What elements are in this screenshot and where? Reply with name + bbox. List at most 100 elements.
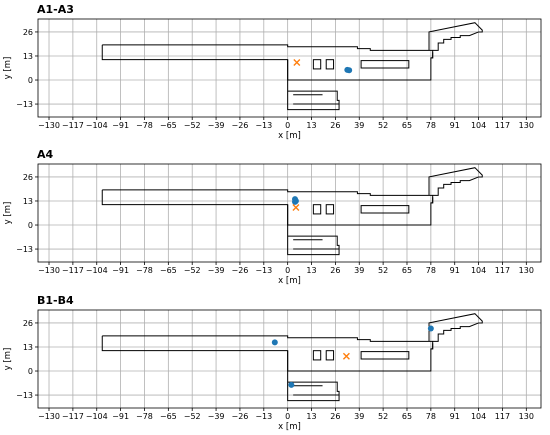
x-tick-label: −13: [255, 121, 272, 130]
axes-frame: [37, 163, 542, 263]
x-tick-label: −26: [231, 121, 248, 130]
x-tick-label: 13: [306, 266, 316, 275]
estimate-point: [427, 325, 434, 332]
wall-line: [430, 343, 434, 350]
subplot-3: B1-B4−130 −117 −104 −91 −78 −65 −52 −39 −26 −13 0 1…: [3, 294, 542, 432]
x-tick-label: 78: [426, 266, 436, 275]
y-tick-label: 26: [23, 319, 33, 328]
subplot-1: A1-A3−130 −117 −104 −91 −78 −65 −52 −39 −26 −13 0 1…: [3, 3, 542, 141]
x-tick-label: 52: [378, 121, 388, 130]
axes-frame: [37, 18, 542, 118]
x-tick-label: 0: [285, 121, 290, 130]
estimate-point: [292, 198, 299, 205]
x-axis-label: x [m]: [278, 131, 301, 141]
true-position-marker: [342, 352, 350, 360]
x-tick-label: 78: [426, 412, 436, 421]
x-tick-label: 52: [378, 412, 388, 421]
wall-line: [102, 44, 434, 81]
room-rect: [360, 60, 410, 69]
x-tick-label: 117: [495, 412, 510, 421]
wall-line: [101, 44, 340, 111]
room-rect: [325, 59, 335, 70]
room-rect: [325, 204, 335, 215]
y-tick-label: −13: [16, 100, 33, 109]
room-rect: [360, 205, 410, 214]
x-tick-label: 39: [354, 412, 364, 421]
x-tick-label: 78: [426, 121, 436, 130]
wall-line: [101, 189, 340, 256]
gridlines: [38, 310, 541, 408]
estimate-point: [288, 381, 295, 388]
subplot-2: A4−130 −117 −104 −91 −78 −65 −52 −39 −26 −13 0 13 26…: [3, 148, 542, 286]
x-tick-label: 65: [402, 412, 412, 421]
x-tick-label: 52: [378, 266, 388, 275]
wall-line: [101, 335, 340, 402]
x-tick-label: 26: [330, 412, 340, 421]
x-tick-label: −65: [160, 121, 177, 130]
y-tick-label: −13: [16, 391, 33, 400]
x-tick-label: −78: [136, 266, 153, 275]
floorplan-outline: [101, 22, 483, 111]
x-tick-label: −39: [208, 412, 225, 421]
room-rect: [325, 350, 335, 361]
x-tick-label: −52: [184, 266, 201, 275]
x-tick-label: 39: [354, 121, 364, 130]
x-tick-label: 0: [285, 412, 290, 421]
x-tick-label: −13: [255, 412, 272, 421]
x-tick-label: 13: [306, 412, 316, 421]
x-tick-label: 39: [354, 266, 364, 275]
x-tick-label: 104: [471, 266, 486, 275]
y-tick-label: 0: [28, 367, 33, 376]
x-tick-label: −39: [208, 121, 225, 130]
x-tick-label: −117: [62, 412, 84, 421]
x-tick-label: 117: [495, 121, 510, 130]
subplot-title: A4: [37, 148, 54, 161]
floorplan-outline: [101, 167, 483, 256]
x-tick-label: −78: [136, 121, 153, 130]
x-tick-label: 104: [471, 412, 486, 421]
x-tick-label: −130: [38, 412, 60, 421]
room-rect: [312, 59, 322, 70]
x-tick-label: 104: [471, 121, 486, 130]
x-tick-label: 91: [450, 266, 460, 275]
x-tick-label: −91: [112, 121, 129, 130]
x-tick-label: −65: [160, 412, 177, 421]
x-tick-label: −130: [38, 121, 60, 130]
x-tick-label: −104: [86, 121, 108, 130]
x-axis-label: x [m]: [278, 422, 301, 432]
x-tick-label: −104: [86, 412, 108, 421]
x-tick-label: 26: [330, 121, 340, 130]
x-tick-label: 130: [519, 121, 534, 130]
x-axis-label: x [m]: [278, 276, 301, 286]
x-tick-label: 65: [402, 121, 412, 130]
x-tick-label: −26: [231, 412, 248, 421]
x-tick-label: −104: [86, 266, 108, 275]
y-tick-label: 0: [28, 221, 33, 230]
wall-line: [430, 197, 434, 204]
x-tick-label: −130: [38, 266, 60, 275]
x-tick-label: 26: [330, 266, 340, 275]
x-tick-label: −52: [184, 121, 201, 130]
x-tick-label: −91: [112, 266, 129, 275]
y-tick-label: 13: [23, 343, 33, 352]
wall-line: [430, 52, 434, 59]
y-axis-label: y [m]: [3, 348, 13, 371]
y-tick-label: 13: [23, 197, 33, 206]
x-tick-label: 65: [402, 266, 412, 275]
estimate-point: [346, 67, 353, 74]
subplot-title: B1-B4: [37, 294, 74, 307]
y-tick-label: 26: [23, 173, 33, 182]
x-tick-label: 91: [450, 412, 460, 421]
y-tick-label: 13: [23, 52, 33, 61]
gridlines: [38, 164, 541, 262]
room-rect: [312, 204, 322, 215]
wall-line: [102, 335, 434, 372]
y-tick-label: −13: [16, 245, 33, 254]
y-tick-label: 0: [28, 76, 33, 85]
x-tick-label: −117: [62, 266, 84, 275]
x-tick-label: −26: [231, 266, 248, 275]
x-tick-label: −39: [208, 266, 225, 275]
gridlines: [38, 19, 541, 117]
x-tick-label: 91: [450, 121, 460, 130]
